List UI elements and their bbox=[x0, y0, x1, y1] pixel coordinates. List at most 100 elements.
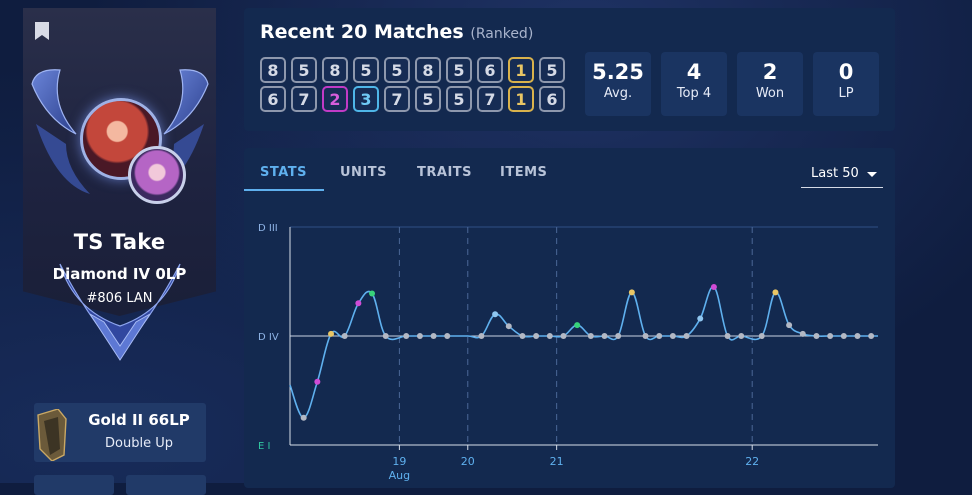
match-point bbox=[369, 290, 376, 297]
chevron-down-icon bbox=[867, 172, 877, 177]
match-point bbox=[868, 333, 875, 339]
y-tick-label: D III bbox=[258, 223, 278, 234]
recent-subtitle: (Ranked) bbox=[470, 26, 534, 42]
match-point bbox=[786, 322, 793, 329]
placement-chip[interactable]: 3 bbox=[353, 86, 379, 112]
tab-items[interactable]: ITEMS bbox=[500, 165, 548, 180]
stat-value: 2 bbox=[762, 60, 778, 84]
stat-label: Avg. bbox=[603, 86, 633, 101]
lp-series-line bbox=[289, 286, 878, 419]
match-point bbox=[799, 330, 806, 337]
placement-chip[interactable]: 1 bbox=[508, 86, 534, 112]
match-point bbox=[355, 300, 362, 307]
match-point bbox=[854, 333, 861, 339]
placement-chip[interactable]: 8 bbox=[260, 57, 286, 83]
match-point bbox=[758, 333, 765, 339]
tab-units[interactable]: UNITS bbox=[340, 165, 388, 180]
stats-panel: STATS UNITS TRAITS ITEMS Last 50 19 Aug 20… bbox=[244, 148, 895, 488]
match-point bbox=[430, 333, 437, 339]
player-rank: Diamond IV 0LP bbox=[52, 265, 187, 283]
placement-chip[interactable]: 5 bbox=[446, 57, 472, 83]
match-point bbox=[813, 333, 820, 339]
y-tick-label: E I bbox=[258, 441, 270, 452]
stat-value: 4 bbox=[686, 60, 702, 84]
match-point bbox=[574, 322, 581, 329]
bookmark-icon[interactable] bbox=[35, 22, 49, 40]
match-point bbox=[519, 333, 526, 339]
match-point bbox=[615, 333, 622, 339]
placement-chip[interactable]: 5 bbox=[539, 57, 565, 83]
queue-card[interactable] bbox=[126, 475, 206, 495]
placement-chip[interactable]: 6 bbox=[260, 86, 286, 112]
match-point bbox=[587, 333, 594, 339]
stat-lp: 0 LP bbox=[813, 52, 879, 116]
match-point bbox=[341, 333, 348, 339]
stat-value: 0 bbox=[838, 60, 854, 84]
placement-chip[interactable]: 5 bbox=[446, 86, 472, 112]
stat-value: 5.25 bbox=[592, 60, 644, 84]
stat-label: Top 4 bbox=[676, 86, 712, 101]
stat-label: Won bbox=[755, 86, 785, 101]
placement-chip[interactable]: 6 bbox=[477, 57, 503, 83]
y-tick-label: D IV bbox=[258, 332, 279, 343]
companion-avatar bbox=[128, 146, 186, 204]
player-name: TS Take bbox=[73, 230, 166, 254]
placement-chip[interactable]: 5 bbox=[353, 57, 379, 83]
match-point bbox=[328, 330, 335, 337]
match-point bbox=[697, 315, 704, 322]
double-up-rank-card[interactable]: Gold II 66LP Double Up bbox=[34, 403, 206, 462]
active-tab-indicator bbox=[244, 189, 324, 191]
double-up-mode: Double Up bbox=[105, 436, 173, 451]
x-tick-label: 21 bbox=[550, 455, 564, 468]
match-point bbox=[416, 333, 423, 339]
match-point bbox=[546, 333, 553, 339]
x-tick-sublabel: Aug bbox=[389, 469, 410, 482]
match-point bbox=[683, 333, 690, 339]
stat-label: LP bbox=[838, 86, 854, 101]
match-point bbox=[710, 283, 717, 290]
placement-chip[interactable]: 1 bbox=[508, 57, 534, 83]
placement-chip[interactable]: 7 bbox=[477, 86, 503, 112]
queue-card[interactable] bbox=[34, 475, 114, 495]
x-tick-label: 19 bbox=[392, 455, 406, 468]
range-select[interactable]: Last 50 bbox=[801, 161, 883, 188]
match-point bbox=[533, 333, 540, 339]
match-point bbox=[738, 333, 745, 339]
match-point bbox=[724, 333, 731, 339]
tab-stats[interactable]: STATS bbox=[260, 165, 308, 180]
placement-chip[interactable]: 8 bbox=[322, 57, 348, 83]
placement-chip[interactable]: 7 bbox=[384, 86, 410, 112]
recent-title-text: Recent 20 Matches bbox=[260, 21, 464, 43]
range-select-value: Last 50 bbox=[811, 166, 859, 181]
match-point bbox=[601, 333, 608, 339]
placement-chip[interactable]: 5 bbox=[384, 57, 410, 83]
placement-chip[interactable]: 5 bbox=[291, 57, 317, 83]
match-point bbox=[444, 333, 451, 339]
match-point bbox=[300, 414, 307, 421]
placement-chip[interactable]: 5 bbox=[415, 86, 441, 112]
match-point bbox=[772, 289, 779, 296]
match-point bbox=[669, 333, 676, 339]
tab-traits[interactable]: TRAITS bbox=[417, 165, 473, 180]
placement-chip[interactable]: 6 bbox=[539, 86, 565, 112]
match-point bbox=[403, 333, 410, 339]
match-point bbox=[827, 333, 834, 339]
player-ladder-rank: #806 LAN bbox=[86, 291, 153, 306]
match-point bbox=[492, 311, 499, 318]
recent-matches-title: Recent 20 Matches (Ranked) bbox=[260, 21, 533, 43]
gold-emblem-icon bbox=[37, 409, 67, 461]
match-point bbox=[505, 323, 512, 330]
match-point bbox=[314, 378, 321, 385]
match-point bbox=[840, 333, 847, 339]
match-point bbox=[478, 333, 485, 339]
placement-chip[interactable]: 2 bbox=[322, 86, 348, 112]
x-tick-label: 20 bbox=[461, 455, 475, 468]
match-point bbox=[642, 333, 649, 339]
placement-chip[interactable]: 8 bbox=[415, 57, 441, 83]
placement-chip[interactable]: 7 bbox=[291, 86, 317, 112]
stat-won: 2 Won bbox=[737, 52, 803, 116]
match-point bbox=[656, 333, 663, 339]
